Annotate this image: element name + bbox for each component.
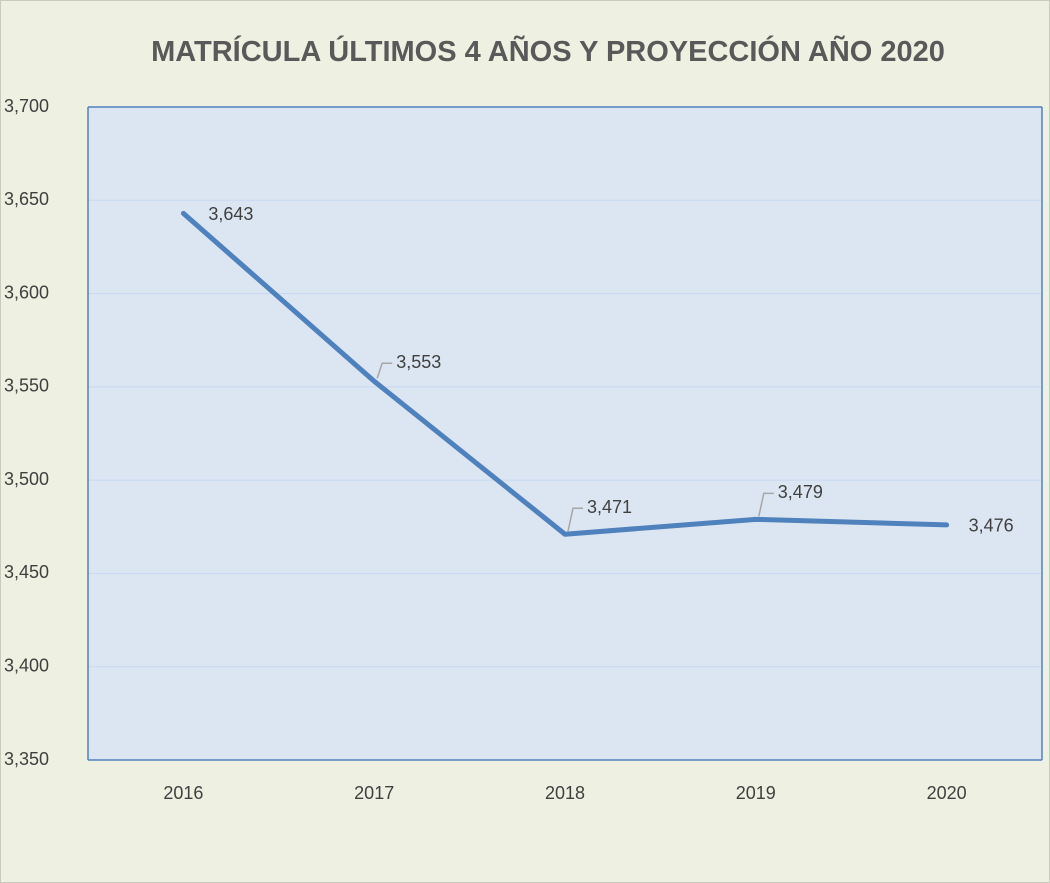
data-label: 3,553 <box>396 352 441 372</box>
leader-line <box>567 507 583 532</box>
plot-area <box>88 107 1042 760</box>
y-tick-label: 3,350 <box>4 749 49 769</box>
x-tick-label: 2017 <box>354 783 394 803</box>
y-tick-label: 3,550 <box>4 376 49 396</box>
data-label: 3,479 <box>778 482 823 502</box>
data-label: 3,643 <box>208 204 253 224</box>
y-tick-label: 3,700 <box>4 96 49 116</box>
series-line <box>180 210 950 537</box>
y-tick-label: 3,450 <box>4 562 49 582</box>
chart-title: MATRÍCULA ÚLTIMOS 4 AÑOS Y PROYECCIÓN AÑ… <box>151 36 945 68</box>
leader-line <box>376 362 393 379</box>
leader-line <box>758 492 774 517</box>
data-label: 3,471 <box>587 497 632 517</box>
y-tick-label: 3,650 <box>4 189 49 209</box>
y-tick-label: 3,600 <box>4 282 49 302</box>
data-label: 3,476 <box>969 516 1014 536</box>
x-tick-label: 2018 <box>545 783 585 803</box>
x-tick-label: 2016 <box>163 783 203 803</box>
y-tick-label: 3,500 <box>4 469 49 489</box>
x-tick-label: 2019 <box>736 783 776 803</box>
y-tick-label: 3,400 <box>4 655 49 675</box>
x-tick-label: 2020 <box>927 783 967 803</box>
